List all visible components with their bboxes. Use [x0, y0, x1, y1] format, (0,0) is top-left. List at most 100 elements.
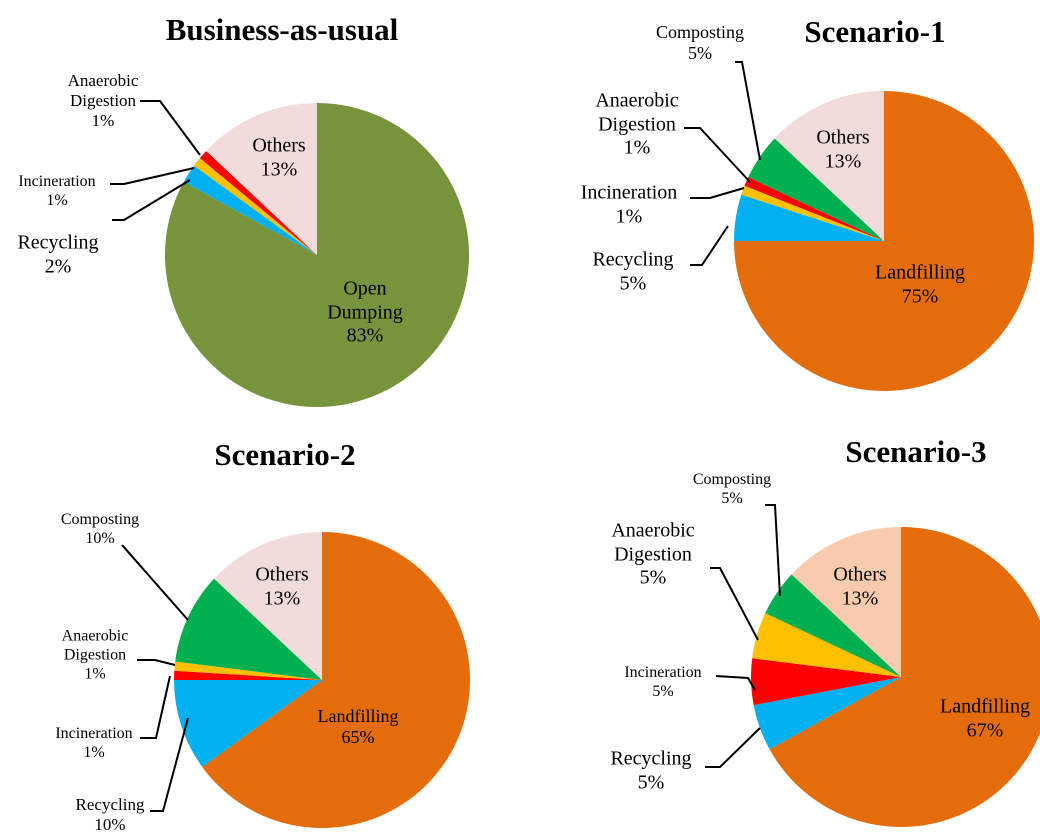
chart-title: Business-as-usual — [165, 12, 399, 47]
category-label: Anaerobic Digestion — [611, 519, 695, 566]
category-label: Landfilling — [875, 261, 965, 284]
pie-slice — [183, 165, 317, 255]
pie-slice — [744, 177, 884, 241]
slice-label: Recycling 5% — [596, 747, 706, 794]
pie-slice — [194, 158, 317, 255]
category-label: Recycling — [17, 231, 99, 254]
pie-slice — [199, 150, 317, 255]
slice-label: Open Dumping 83% — [320, 278, 410, 349]
slice-label: Anaerobic Digestion 5% — [603, 520, 703, 591]
value-label: 5% — [639, 566, 667, 589]
value-label: 1% — [46, 192, 68, 209]
slice-label: Landfilling 65% — [298, 706, 418, 748]
slice-label: Anaerobic Digestion 1% — [53, 71, 153, 131]
leader-line — [112, 179, 191, 221]
category-label: Anaerobic Digestion — [595, 89, 679, 136]
value-label: 5% — [652, 683, 674, 700]
leader-line — [735, 61, 761, 161]
value-label: 13% — [824, 150, 862, 172]
pie-slice — [206, 103, 317, 255]
value-label: 1% — [84, 665, 106, 683]
slice-label: Recycling 2% — [3, 231, 113, 278]
slice-label: Incineration 1% — [2, 173, 112, 211]
value-label: 10% — [94, 815, 126, 834]
category-label: Others — [833, 563, 887, 586]
value-label: 83% — [346, 324, 384, 347]
leader-line — [765, 504, 781, 597]
category-label: Landfilling — [940, 695, 1030, 718]
pie-slice — [753, 677, 901, 750]
slice-label: Recycling 5% — [578, 248, 688, 295]
pie-slice — [174, 661, 322, 680]
pie-slice — [202, 532, 471, 829]
slice-label: Others 13% — [803, 126, 883, 173]
leader-line — [121, 544, 189, 621]
value-label: 5% — [688, 43, 712, 63]
slice-label: Incineration 5% — [608, 664, 718, 702]
category-label: Others — [252, 134, 306, 157]
leader-line — [140, 100, 201, 156]
value-label: 13% — [263, 587, 301, 609]
category-label: Incineration — [55, 725, 133, 743]
pie-slice — [174, 680, 322, 767]
pie-slice — [769, 527, 1040, 827]
slice-label: Landfilling 75% — [860, 261, 980, 308]
pie-slice — [748, 138, 884, 241]
value-label: 65% — [341, 727, 375, 747]
slice-label: Others 13% — [239, 134, 319, 181]
pie-slice — [751, 658, 901, 706]
value-label: 1% — [623, 136, 651, 159]
category-label: Recycling — [592, 248, 674, 271]
slice-label: Anaerobic Digestion 1% — [45, 628, 145, 685]
value-label: 2% — [44, 255, 72, 277]
slice-label: Composting 5% — [645, 22, 755, 64]
category-label: Composting — [60, 511, 140, 529]
pie-slice — [765, 574, 901, 677]
slice-label: Anaerobic Digestion 1% — [587, 90, 687, 161]
pie-slice — [774, 91, 884, 241]
pie-slice — [734, 194, 884, 241]
value-label: 10% — [85, 530, 115, 547]
leader-line — [684, 127, 751, 183]
leader-line — [715, 675, 756, 691]
chart-title: Scenario-3 — [845, 434, 987, 469]
leader-line — [110, 167, 195, 185]
pie-slice — [175, 578, 322, 680]
value-label: 5% — [619, 272, 647, 294]
value-label: 1% — [83, 744, 105, 761]
pie-slice — [791, 527, 901, 677]
category-label: Anaerobic Digestion — [61, 627, 129, 664]
leader-line — [705, 727, 761, 768]
pie-slice — [214, 532, 322, 680]
slice-label: Landfilling 67% — [925, 695, 1040, 742]
value-label: 13% — [260, 158, 298, 180]
leader-line — [137, 659, 176, 666]
category-label: Recycling — [610, 747, 692, 770]
leader-line — [710, 567, 759, 641]
leader-line — [140, 675, 171, 739]
category-label: Recycling — [75, 794, 145, 814]
category-label: Landfilling — [317, 705, 399, 726]
slice-label: Others 13% — [820, 563, 900, 610]
category-label: Composting — [655, 21, 744, 42]
slice-label: Incineration 1% — [569, 181, 689, 228]
slice-label: Others 13% — [242, 563, 322, 610]
value-label: 5% — [721, 490, 743, 507]
category-label: Incineration — [580, 181, 678, 204]
category-label: Open Dumping — [327, 277, 403, 324]
chart-title: Scenario-1 — [804, 14, 946, 49]
value-label: 13% — [841, 587, 879, 609]
slice-label: Composting 10% — [45, 511, 155, 549]
slice-label: Recycling 10% — [55, 795, 165, 835]
value-label: 5% — [637, 771, 665, 793]
pie-slice — [741, 185, 884, 241]
leader-line — [150, 717, 189, 812]
pie-slice — [174, 670, 322, 680]
value-label: 75% — [901, 285, 939, 307]
category-label: Anaerobic Digestion — [67, 70, 139, 110]
chart-title: Scenario-2 — [214, 437, 356, 472]
value-label: 67% — [966, 719, 1004, 741]
leader-line — [690, 187, 745, 199]
